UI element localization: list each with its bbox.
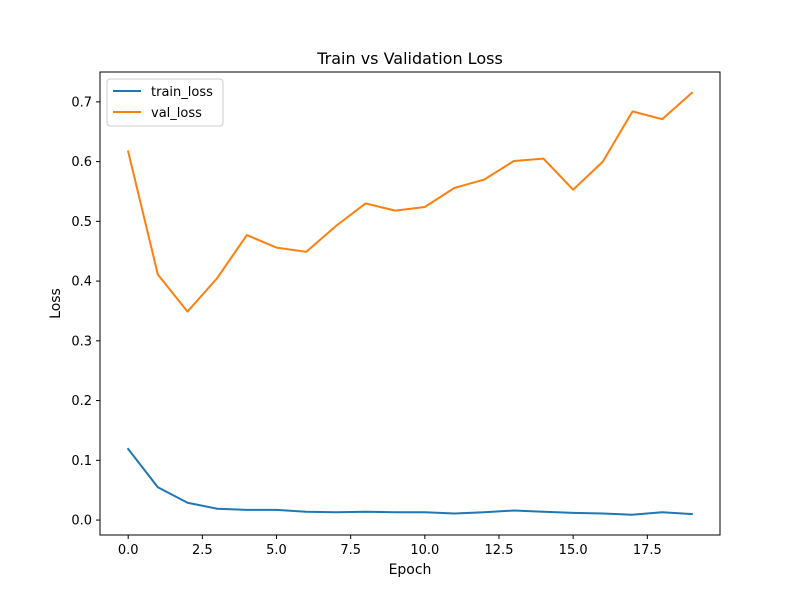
x-tick-label: 7.5 — [340, 543, 361, 558]
x-tick-label: 15.0 — [559, 543, 588, 558]
y-tick-label: 0.7 — [71, 95, 92, 110]
legend: train_loss val_loss — [106, 78, 224, 127]
x-tick-label: 10.0 — [410, 543, 439, 558]
y-tick-label: 0.4 — [71, 275, 92, 290]
y-tick-label: 0.5 — [71, 215, 92, 230]
series-layer — [126, 91, 694, 516]
x-axis: 0.0 2.5 5.0 7.5 10.0 12.5 15.0 17.5 — [118, 535, 662, 558]
x-tick-label: 0.0 — [118, 543, 139, 558]
y-tick-label: 0.0 — [71, 514, 92, 529]
legend-label-val-loss: val_loss — [151, 106, 202, 121]
plot-frame — [99, 71, 721, 536]
y-tick-label: 0.6 — [71, 155, 92, 170]
legend-label-train-loss: train_loss — [151, 85, 213, 100]
x-tick-label: 17.5 — [633, 543, 662, 558]
y-axis: 0.0 0.1 0.2 0.3 0.4 0.5 0.6 0.7 — [71, 95, 100, 529]
y-tick-label: 0.1 — [71, 454, 92, 469]
x-axis-label: Epoch — [389, 562, 432, 578]
series-line-val-loss — [126, 91, 694, 313]
series-line-train-loss — [126, 447, 693, 516]
y-axis-label: Loss — [48, 288, 64, 319]
x-tick-label: 2.5 — [192, 543, 213, 558]
x-tick-label: 5.0 — [266, 543, 287, 558]
y-tick-label: 0.3 — [71, 334, 92, 349]
x-tick-label: 12.5 — [485, 543, 514, 558]
y-tick-label: 0.2 — [71, 394, 92, 409]
chart-title: Train vs Validation Loss — [316, 49, 503, 68]
